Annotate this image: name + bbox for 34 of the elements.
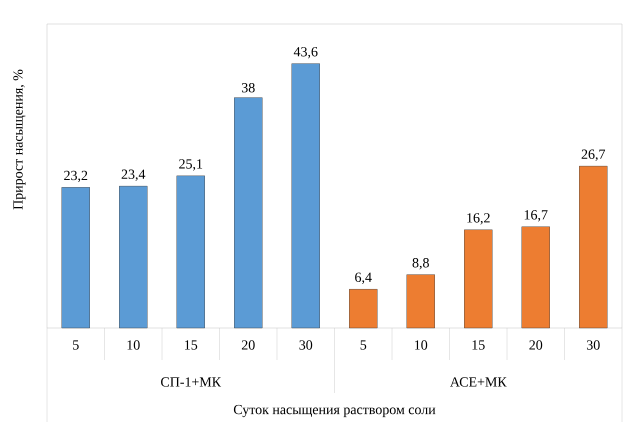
bar	[234, 97, 262, 328]
x-tick-label: 5	[360, 340, 366, 350]
data-label: 16,7	[524, 210, 548, 222]
x-tick-label: 10	[127, 340, 140, 350]
text: АСЕ+МК	[450, 377, 507, 387]
bar	[292, 63, 320, 328]
y-axis-title: Прирост насыщения, %	[13, 70, 26, 210]
x-tick-label: 20	[529, 340, 542, 350]
bar	[119, 186, 148, 328]
data-label: 25,1	[179, 159, 202, 171]
x-tick-label: 20	[242, 340, 255, 350]
bar	[176, 176, 205, 328]
x-tick-label: 10	[414, 340, 428, 350]
data-label: 23,2	[64, 170, 88, 182]
data-label: 6,4	[355, 272, 372, 284]
bar	[464, 230, 492, 328]
bar	[62, 187, 90, 328]
bar	[406, 274, 435, 328]
x-tick-label: 15	[184, 340, 198, 350]
x-axis-title: Суток насыщения раствором соли	[234, 404, 436, 418]
data-label: 43,6	[294, 47, 318, 58]
x-tick-label: 5	[73, 340, 79, 350]
text: СП-1+МК	[161, 377, 222, 387]
data-label: 23,4	[122, 170, 146, 181]
data-label: 8,8	[412, 258, 429, 270]
x-tick-label: 15	[472, 340, 485, 350]
data-label: 38	[242, 82, 255, 92]
x-tick-label: 30	[586, 340, 600, 350]
bar	[522, 226, 550, 328]
x-tick-label: 30	[299, 340, 312, 350]
bar	[579, 166, 608, 328]
data-label: 16,2	[467, 213, 490, 225]
data-label: 26,7	[582, 150, 606, 161]
bar	[349, 288, 378, 328]
